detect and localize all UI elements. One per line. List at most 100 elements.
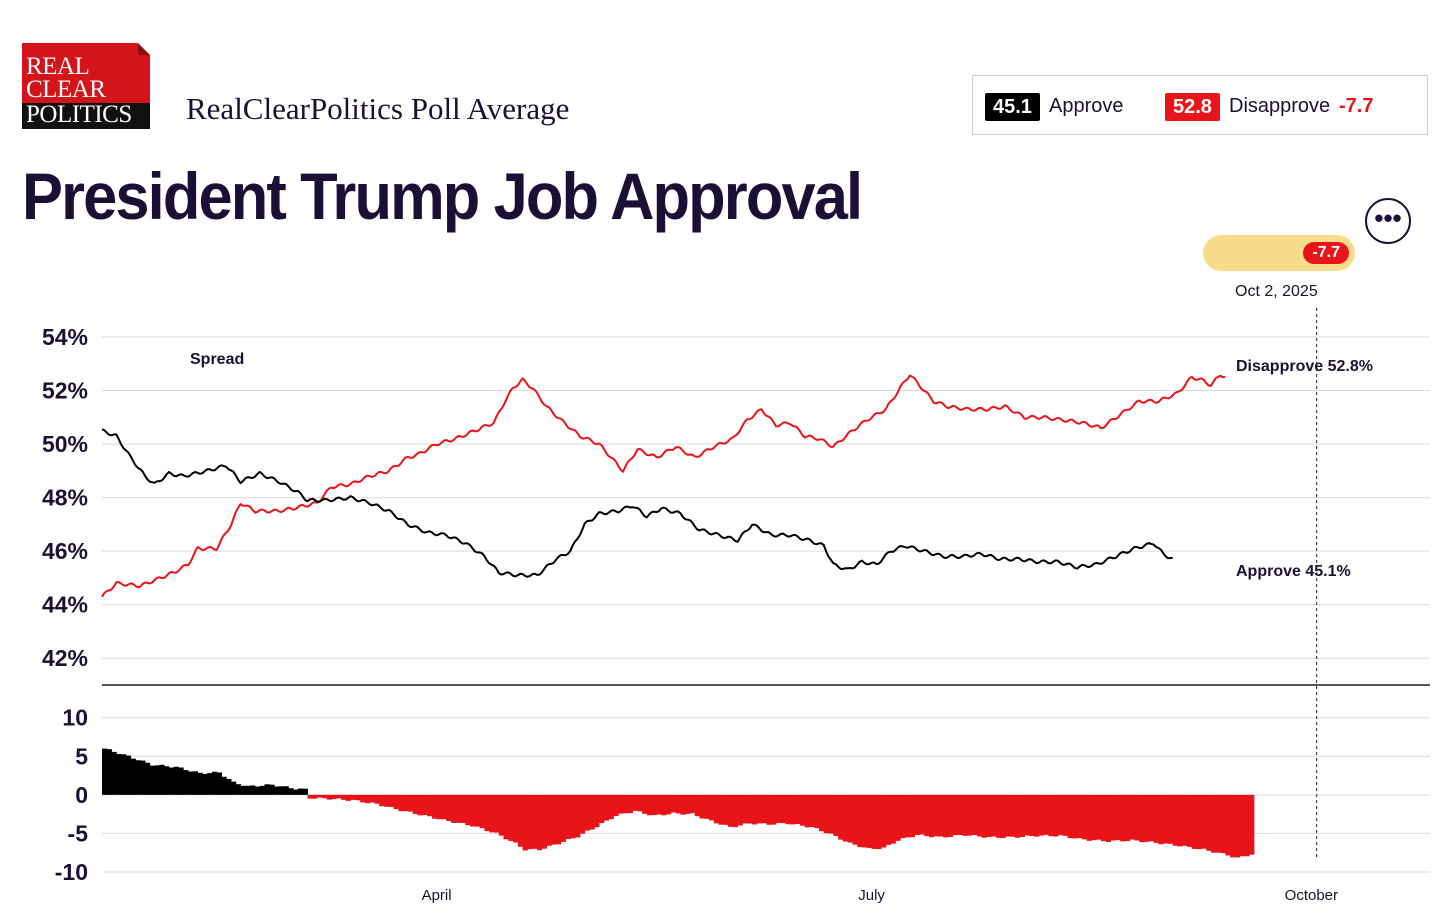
spread-bar xyxy=(819,794,825,832)
disapprove-value-badge: 52.8 xyxy=(1165,93,1220,121)
spread-bar xyxy=(164,766,170,795)
spread-bar xyxy=(1234,794,1241,858)
tooltip-spread-value: -7.7 xyxy=(1303,242,1349,264)
spread-bar xyxy=(479,794,485,829)
spread-bar xyxy=(938,794,944,837)
spread-bar xyxy=(178,767,184,795)
spread-bar xyxy=(211,771,218,795)
spread-bar xyxy=(775,794,782,824)
spread-bar xyxy=(1167,794,1174,844)
spread-bar xyxy=(474,794,481,827)
spread-bar xyxy=(326,794,332,800)
spread-bar xyxy=(905,794,911,838)
spread-bar xyxy=(522,794,528,851)
spread-bar xyxy=(235,784,242,795)
spread-bar xyxy=(570,794,576,839)
spread-bar xyxy=(154,765,160,795)
spread-bar xyxy=(431,794,437,819)
spread-bar xyxy=(885,794,892,845)
spread-bar xyxy=(742,794,748,824)
spread-bar xyxy=(111,751,117,795)
x-tick-label: July xyxy=(858,887,885,904)
spread-bar xyxy=(651,794,657,816)
spread-bar xyxy=(694,794,700,817)
y-tick-label-top: 46% xyxy=(42,538,88,564)
spread-bar xyxy=(599,794,605,824)
spread-bar xyxy=(699,794,705,819)
spread-bar xyxy=(556,794,562,845)
spread-bar xyxy=(116,754,122,795)
more-options-button[interactable]: ••• xyxy=(1365,198,1411,244)
logo-text-real: REAL xyxy=(26,53,90,80)
spread-bar xyxy=(943,794,949,838)
spread-bar xyxy=(250,785,256,795)
spread-bar xyxy=(489,794,495,833)
disapprove-label: Disapprove xyxy=(1229,95,1331,117)
spread-bar xyxy=(1120,794,1126,842)
x-tick-label: April xyxy=(422,887,452,904)
spread-bar xyxy=(1067,794,1073,839)
spread-bar xyxy=(661,794,667,816)
spread-bar xyxy=(804,794,810,828)
spread-bar xyxy=(914,794,920,835)
spread-bar xyxy=(1187,794,1193,847)
spread-bar xyxy=(713,794,720,824)
spread-bar xyxy=(460,794,466,823)
spread-bar xyxy=(307,794,313,799)
spread-bar xyxy=(493,794,500,833)
approve-end-label: Approve 45.1% xyxy=(1236,563,1351,580)
spread-bar xyxy=(1101,794,1107,842)
spread-bar xyxy=(245,785,251,795)
spread-bar xyxy=(675,794,681,814)
spread-bar xyxy=(847,794,853,843)
approve-value-badge: 45.1 xyxy=(985,93,1040,121)
spread-bar xyxy=(766,794,772,825)
spread-bar xyxy=(513,794,519,843)
spread-bar xyxy=(814,794,820,829)
spread-bar xyxy=(900,794,906,839)
spread-bar xyxy=(226,778,232,795)
spread-bar xyxy=(1163,794,1169,844)
spread-bar xyxy=(584,794,590,831)
spread-bar xyxy=(608,794,614,820)
disapprove-series-line xyxy=(101,374,1226,598)
spread-bar xyxy=(450,794,457,823)
page-title: President Trump Job Approval xyxy=(22,159,863,233)
spread-bar xyxy=(207,773,213,795)
x-tick-label: October xyxy=(1285,887,1338,904)
spread-bar xyxy=(527,794,533,850)
spread-bar xyxy=(173,766,179,795)
spread-bar xyxy=(1153,794,1159,843)
spread-bar xyxy=(498,794,504,836)
spread-bar xyxy=(503,794,509,840)
spread-bar xyxy=(1038,794,1045,836)
spread-bar xyxy=(321,794,328,799)
spread-bar xyxy=(790,794,796,825)
spread-bar xyxy=(541,794,547,849)
y-tick-label-top: 48% xyxy=(42,485,88,511)
spread-bar xyxy=(293,789,299,795)
spread-bar xyxy=(1034,794,1040,837)
y-tick-label-bottom: 10 xyxy=(62,705,88,731)
rcp-logo[interactable]: REAL CLEAR POLITICS xyxy=(22,43,150,129)
y-tick-label-top: 42% xyxy=(42,645,88,671)
y-tick-label-bottom: 5 xyxy=(75,743,88,769)
spread-bar xyxy=(623,794,629,814)
spread-bar xyxy=(928,794,935,838)
spread-bar xyxy=(364,794,371,804)
spread-bar xyxy=(933,794,939,837)
spread-bar xyxy=(1191,794,1198,849)
spread-bar xyxy=(168,767,175,795)
spread-bar xyxy=(909,794,915,838)
logo-text-clear: CLEAR xyxy=(26,76,106,103)
spread-bar xyxy=(149,765,155,795)
spread-bar xyxy=(1019,794,1025,837)
spread-bar xyxy=(632,794,638,811)
spread-bar xyxy=(809,794,815,828)
spread-bar xyxy=(1081,794,1088,840)
spread-bar xyxy=(565,794,571,840)
spread-bar xyxy=(1158,794,1164,845)
spread-bar xyxy=(1201,794,1207,849)
spread-bar xyxy=(1239,794,1245,857)
